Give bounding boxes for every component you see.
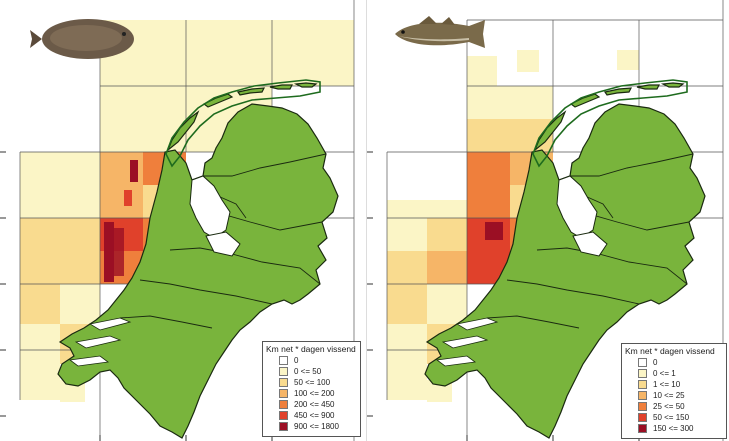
legend-swatch: [279, 411, 288, 420]
legend-item: 200 <= 450: [263, 399, 360, 410]
legend-item: 10 <= 25: [622, 390, 726, 401]
legend-item: 450 <= 900: [263, 410, 360, 421]
legend-swatch: [279, 389, 288, 398]
legend-item: 150 <= 300: [622, 423, 726, 434]
cod-fish-icon: [389, 14, 501, 54]
legend-label: 200 <= 450: [294, 400, 335, 409]
legend-swatch: [638, 358, 647, 367]
legend-label: 0: [294, 356, 299, 365]
legend-item: 0: [263, 355, 360, 366]
wadden-sea-outline-left: [165, 79, 321, 168]
ijsselmeer: [556, 175, 598, 239]
legend-item: 900 <= 1800: [263, 421, 360, 432]
delta-waters-left: [68, 317, 132, 367]
legend-item: 100 <= 200: [263, 388, 360, 399]
legend-title: Km net * dagen vissend: [625, 346, 715, 356]
map-panel-right: Km net * dagen vissend 0 0 <= 1 1 <= 10 …: [366, 0, 729, 441]
legend-item: 50 <= 150: [622, 412, 726, 423]
legend-item: 25 <= 50: [622, 401, 726, 412]
markermeer: [572, 231, 608, 257]
legend-right: Km net * dagen vissend 0 0 <= 1 1 <= 10 …: [621, 343, 727, 439]
legend-label: 25 <= 50: [653, 402, 685, 411]
legend-label: 450 <= 900: [294, 411, 335, 420]
legend-swatch: [279, 400, 288, 409]
legend-label: 0 <= 1: [653, 369, 676, 378]
legend-item: 0 <= 50: [263, 366, 360, 377]
legend-swatch: [279, 422, 288, 431]
legend-label: 1 <= 10: [653, 380, 681, 389]
wadden-sea-outline-right: [532, 79, 688, 168]
legend-item: 0: [622, 357, 726, 368]
effort-grid-right: [387, 50, 639, 402]
legend-label: 0 <= 50: [294, 367, 322, 376]
legend-label: 0: [653, 358, 658, 367]
legend-left: Km net * dagen vissend 0 0 <= 50 50 <= 1…: [262, 341, 361, 437]
ijsselmeer: [189, 175, 231, 239]
legend-swatch: [279, 367, 288, 376]
legend-swatch: [638, 424, 647, 433]
axis-ticks-right: [367, 151, 640, 441]
legend-swatch: [279, 356, 288, 365]
legend-label: 100 <= 200: [294, 389, 335, 398]
legend-label: 50 <= 150: [653, 413, 690, 422]
delta-waters-right: [435, 317, 499, 367]
map-panel-left: Km net * dagen vissend 0 0 <= 50 50 <= 1…: [0, 0, 361, 441]
legend-swatch: [638, 380, 647, 389]
flatfish-sole-icon: [28, 14, 138, 64]
legend-item: 0 <= 1: [622, 368, 726, 379]
legend-label: 150 <= 300: [653, 424, 694, 433]
legend-item: 1 <= 10: [622, 379, 726, 390]
legend-label: 900 <= 1800: [294, 422, 339, 431]
map-canvas-right: [367, 0, 724, 441]
legend-item: 50 <= 100: [263, 377, 360, 388]
legend-title: Km net * dagen vissend: [266, 344, 356, 354]
legend-swatch: [279, 378, 288, 387]
legend-swatch: [638, 402, 647, 411]
map-canvas-left: [0, 0, 355, 441]
legend-swatch: [638, 413, 647, 422]
legend-label: 50 <= 100: [294, 378, 331, 387]
legend-label: 10 <= 25: [653, 391, 685, 400]
legend-swatch: [638, 369, 647, 378]
markermeer: [205, 231, 241, 257]
legend-swatch: [638, 391, 647, 400]
